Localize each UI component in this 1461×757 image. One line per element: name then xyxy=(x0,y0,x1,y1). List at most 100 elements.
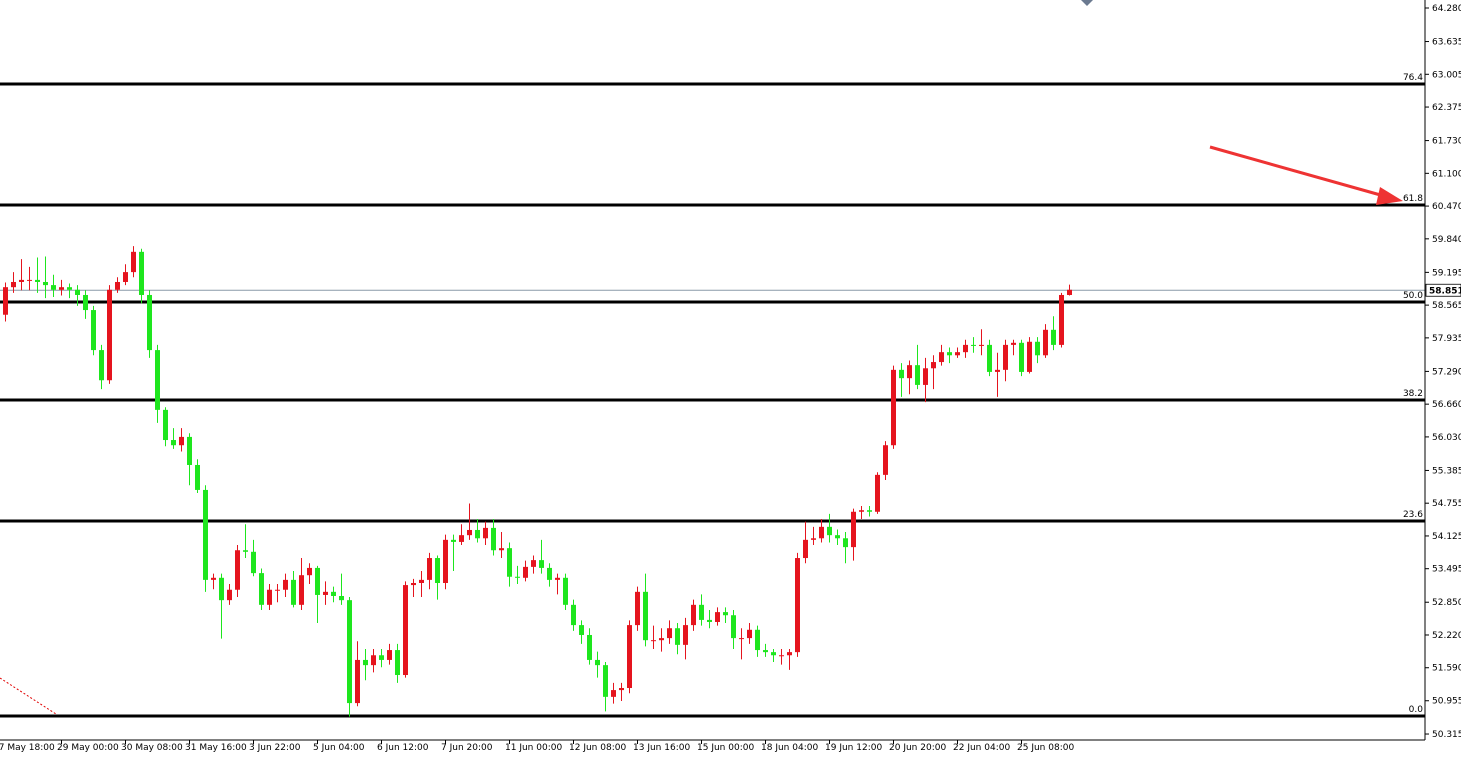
candle-body xyxy=(131,251,136,273)
x-tick-label: 22 Jun 04:00 xyxy=(953,743,1010,753)
candle-body xyxy=(59,287,64,290)
candle-body xyxy=(491,527,496,551)
candle-body xyxy=(595,659,600,666)
x-tick-label: 25 Jun 08:00 xyxy=(1017,743,1074,753)
y-tick-label: 56.030 xyxy=(1432,433,1461,443)
candle-body xyxy=(715,612,720,622)
candle-body xyxy=(995,369,1000,372)
arrow-head xyxy=(1376,187,1403,205)
candle-body xyxy=(27,279,32,281)
candle-body xyxy=(859,510,864,512)
candle-body xyxy=(723,612,728,616)
candle-body xyxy=(11,281,16,288)
candle-body xyxy=(179,436,184,446)
candle-body xyxy=(51,285,56,290)
candle-body xyxy=(555,577,560,580)
candle-body xyxy=(915,365,920,385)
candle-body xyxy=(755,629,760,651)
y-tick-label: 64.280 xyxy=(1432,4,1461,14)
candle-body xyxy=(771,652,776,656)
candle-body xyxy=(691,604,696,626)
candle-body xyxy=(811,538,816,540)
candle-body xyxy=(235,550,240,590)
candle-body xyxy=(891,369,896,446)
candle-body xyxy=(971,344,976,346)
candle-body xyxy=(907,365,912,379)
candle-body xyxy=(1035,341,1040,356)
y-tick-label: 63.005 xyxy=(1432,70,1461,80)
fib-level-label: 76.4 xyxy=(1403,73,1423,83)
x-tick-label: 6 Jun 12:00 xyxy=(377,743,429,753)
candle-body xyxy=(1051,329,1056,345)
last-price-label: 58.851 xyxy=(1429,286,1461,296)
candle-body xyxy=(779,655,784,657)
candle-body xyxy=(939,352,944,363)
y-tick-label: 61.730 xyxy=(1432,137,1461,147)
candle-body xyxy=(435,558,440,583)
candle-body xyxy=(683,625,688,645)
candle-body xyxy=(323,591,328,595)
candle-body xyxy=(195,464,200,490)
candle-body xyxy=(707,619,712,622)
x-tick-label: 3 Jun 22:00 xyxy=(249,743,301,753)
y-tick-label: 59.840 xyxy=(1432,235,1461,245)
x-tick-label: 19 Jun 12:00 xyxy=(825,743,882,753)
candle-body xyxy=(795,558,800,653)
y-tick-label: 54.755 xyxy=(1432,499,1461,509)
candle-body xyxy=(947,352,952,356)
candle-body xyxy=(763,650,768,653)
candle-body xyxy=(291,579,296,605)
candle-body xyxy=(571,604,576,626)
candle-body xyxy=(731,615,736,639)
candle-body xyxy=(843,538,848,548)
y-tick-label: 58.565 xyxy=(1432,301,1461,311)
x-tick-label: 7 Jun 20:00 xyxy=(441,743,493,753)
candle-body xyxy=(747,629,752,639)
candle-body xyxy=(91,310,96,351)
candle-body xyxy=(187,436,192,465)
candle-body xyxy=(619,688,624,691)
candle-body xyxy=(1011,342,1016,345)
candle-body xyxy=(467,529,472,536)
y-tick-label: 52.220 xyxy=(1432,631,1461,641)
candle-body xyxy=(699,604,704,620)
y-tick-label: 57.290 xyxy=(1432,367,1461,377)
candle-body xyxy=(411,582,416,586)
fib-level-label: 0.0 xyxy=(1409,705,1424,715)
candle-body xyxy=(475,529,480,539)
candle-body xyxy=(1059,294,1064,345)
y-tick-label: 52.850 xyxy=(1432,598,1461,608)
candle-body xyxy=(803,539,808,559)
candle-body xyxy=(987,344,992,372)
fib-layer: 0.0 23.6 38.2 50.0 61.8 76.4 xyxy=(0,73,1425,718)
y-tick-label: 50.315 xyxy=(1432,730,1461,740)
candle-body xyxy=(603,665,608,697)
candle-body xyxy=(3,287,8,315)
y-tick-label: 53.495 xyxy=(1432,565,1461,575)
candle-body xyxy=(251,551,256,574)
candle-body xyxy=(123,272,128,282)
candle-body xyxy=(355,659,360,704)
candle-body xyxy=(1027,341,1032,372)
trend-line xyxy=(0,677,57,715)
candle-body xyxy=(819,526,824,539)
fib-level-label: 50.0 xyxy=(1403,291,1423,301)
x-tick-label: 29 May 00:00 xyxy=(57,743,119,753)
x-tick-label: 15 Jun 00:00 xyxy=(697,743,754,753)
candle-body xyxy=(883,445,888,475)
y-tick-label: 59.195 xyxy=(1432,268,1461,278)
y-tick-label: 61.100 xyxy=(1432,169,1461,179)
y-tick-label: 55.385 xyxy=(1432,466,1461,476)
y-tick-label: 63.635 xyxy=(1432,38,1461,48)
y-tick-label: 51.590 xyxy=(1432,664,1461,674)
y-tick-label: 50.955 xyxy=(1432,697,1461,707)
last-price-box xyxy=(1425,283,1461,297)
candle-body xyxy=(851,511,856,548)
candle-body xyxy=(627,625,632,689)
candle-body xyxy=(1067,289,1072,295)
candle-body xyxy=(387,650,392,660)
x-tick-label: 20 Jun 20:00 xyxy=(889,743,946,753)
candle-body xyxy=(163,409,168,441)
fib-level-label: 38.2 xyxy=(1403,389,1423,399)
